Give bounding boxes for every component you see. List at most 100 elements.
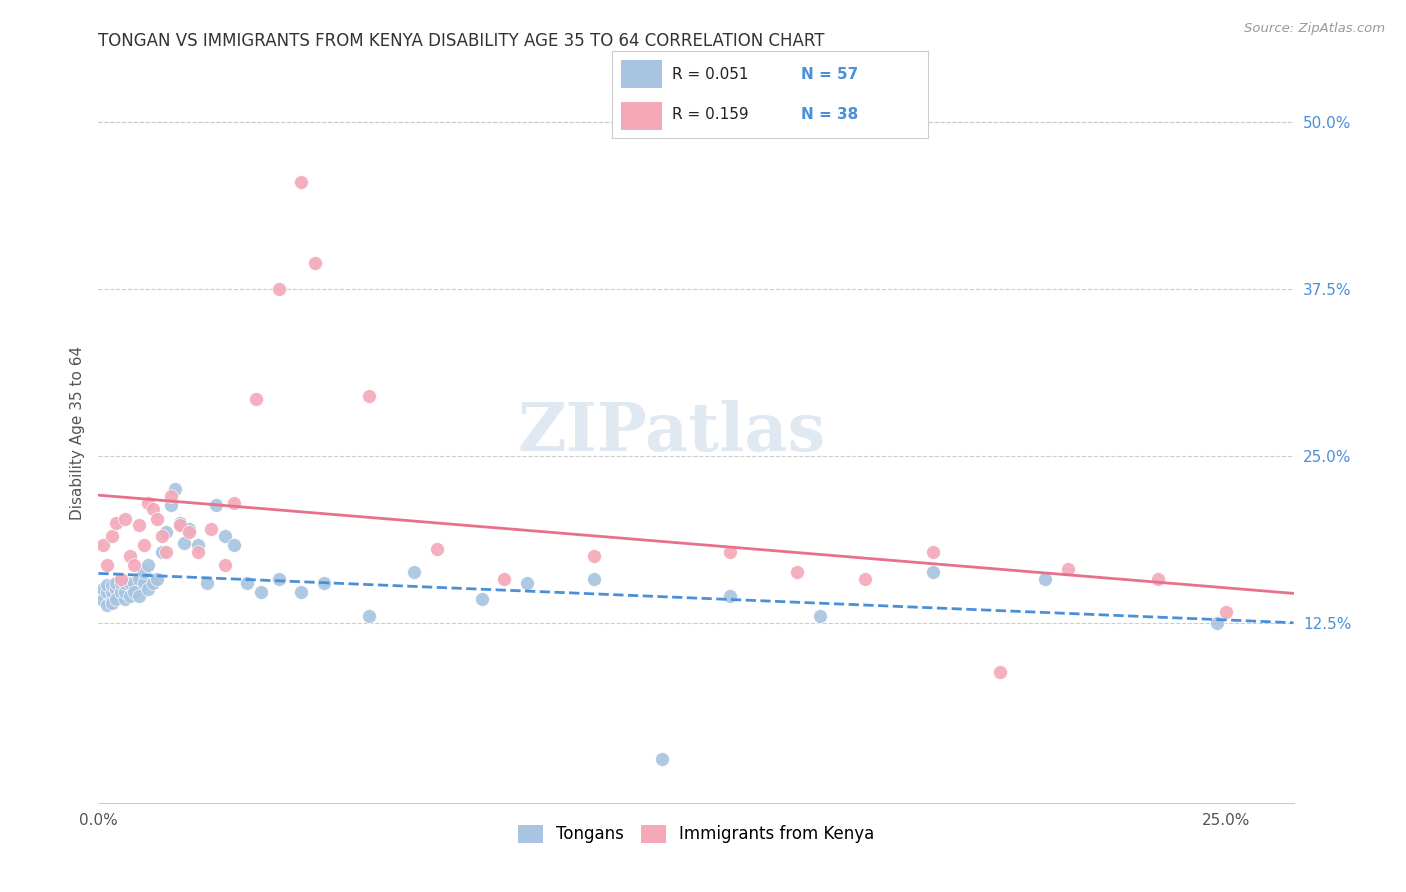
Text: Source: ZipAtlas.com: Source: ZipAtlas.com: [1244, 22, 1385, 36]
Point: [165, 483, 187, 497]
Point: [187, 545, 209, 559]
Point: [921, 565, 943, 579]
Point: [921, 545, 943, 559]
Point: [101, 596, 124, 610]
Point: [718, 589, 741, 603]
Point: [114, 575, 136, 590]
Text: TONGAN VS IMMIGRANTS FROM KENYA DISABILITY AGE 35 TO 64 CORRELATION CHART: TONGAN VS IMMIGRANTS FROM KENYA DISABILI…: [98, 32, 825, 50]
Point: [124, 558, 146, 573]
Point: [101, 529, 124, 543]
Point: [105, 575, 128, 590]
Point: [583, 549, 606, 563]
Point: [96, 558, 118, 573]
Point: [150, 529, 173, 543]
Point: [1147, 572, 1170, 586]
Point: [114, 511, 136, 525]
Point: [267, 572, 290, 586]
Point: [118, 549, 141, 563]
Point: [853, 572, 876, 586]
Point: [96, 599, 118, 613]
Point: [114, 591, 136, 606]
Point: [177, 522, 200, 536]
Point: [290, 585, 312, 599]
Point: [214, 558, 236, 573]
Point: [222, 496, 245, 510]
Point: [1215, 605, 1237, 619]
Text: N = 38: N = 38: [801, 107, 859, 122]
Point: [404, 565, 426, 579]
Point: [96, 578, 118, 592]
Point: [1035, 572, 1057, 586]
Point: [312, 575, 335, 590]
Text: N = 57: N = 57: [801, 67, 859, 82]
Point: [357, 389, 380, 403]
Point: [132, 538, 155, 552]
Point: [173, 535, 195, 549]
Text: R = 0.159: R = 0.159: [672, 107, 748, 122]
Point: [91, 593, 114, 607]
FancyBboxPatch shape: [621, 102, 662, 129]
Point: [101, 591, 124, 606]
Point: [101, 585, 124, 599]
Point: [124, 575, 146, 590]
Legend: Tongans, Immigrants from Kenya: Tongans, Immigrants from Kenya: [510, 818, 882, 850]
Point: [91, 582, 114, 597]
Point: [155, 524, 177, 539]
Point: [110, 572, 132, 586]
Point: [204, 499, 226, 513]
Point: [114, 585, 136, 599]
Point: [159, 499, 181, 513]
Point: [718, 545, 741, 559]
Point: [132, 565, 155, 579]
Point: [155, 545, 177, 559]
Point: [222, 538, 245, 552]
Point: [290, 176, 312, 190]
Point: [146, 511, 169, 525]
FancyBboxPatch shape: [621, 61, 662, 88]
Point: [214, 529, 236, 543]
Point: [128, 518, 150, 533]
Point: [245, 392, 267, 406]
Point: [808, 609, 831, 624]
Point: [105, 582, 128, 597]
Point: [110, 585, 132, 599]
FancyBboxPatch shape: [612, 51, 928, 138]
Point: [1057, 562, 1080, 576]
Point: [651, 752, 673, 766]
Point: [159, 489, 181, 503]
Point: [169, 516, 191, 530]
Point: [105, 591, 128, 606]
Point: [136, 582, 159, 597]
Point: [583, 572, 606, 586]
Point: [141, 502, 163, 516]
Point: [267, 282, 290, 296]
Point: [195, 575, 218, 590]
Point: [426, 542, 449, 557]
Point: [146, 572, 169, 586]
Point: [471, 591, 494, 606]
Point: [249, 585, 271, 599]
Point: [136, 496, 159, 510]
Point: [105, 516, 128, 530]
Point: [118, 589, 141, 603]
Point: [1205, 615, 1227, 630]
Point: [187, 538, 209, 552]
Point: [357, 609, 380, 624]
Point: [990, 665, 1012, 679]
Point: [169, 518, 191, 533]
Point: [128, 572, 150, 586]
Text: R = 0.051: R = 0.051: [672, 67, 748, 82]
Point: [177, 524, 200, 539]
Text: ZIPatlas: ZIPatlas: [517, 401, 827, 465]
Point: [110, 575, 132, 590]
Point: [141, 575, 163, 590]
Point: [786, 565, 808, 579]
Point: [91, 538, 114, 552]
Point: [150, 545, 173, 559]
Point: [128, 589, 150, 603]
Point: [101, 578, 124, 592]
Point: [494, 572, 516, 586]
Point: [200, 522, 222, 536]
Point: [118, 575, 141, 590]
Point: [124, 585, 146, 599]
